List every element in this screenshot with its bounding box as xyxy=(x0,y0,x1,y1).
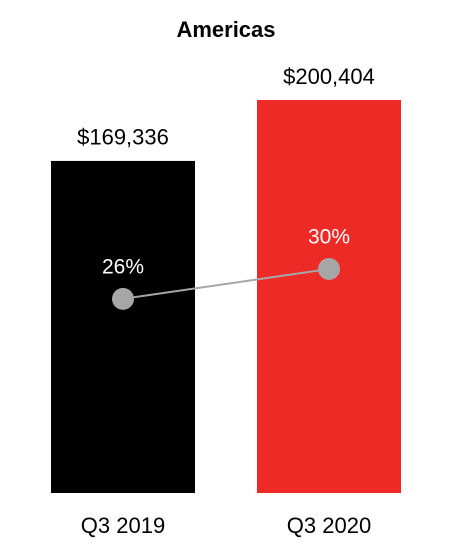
x-tick-label: Q3 2019 xyxy=(81,513,165,538)
line-point xyxy=(112,287,134,310)
bar xyxy=(257,100,401,493)
x-tick-label: Q3 2020 xyxy=(287,513,371,538)
value-label: $169,336 xyxy=(77,125,169,150)
chart-title: Americas xyxy=(176,17,275,42)
bar xyxy=(51,160,195,494)
value-label: $200,404 xyxy=(283,64,375,89)
value-label: 30% xyxy=(308,226,350,249)
line xyxy=(122,268,330,300)
value-label: 26% xyxy=(102,255,144,278)
line-point xyxy=(318,258,340,280)
